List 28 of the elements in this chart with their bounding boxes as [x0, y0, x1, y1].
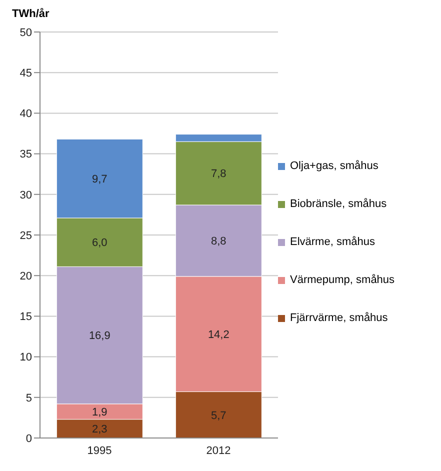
- y-tick-label: 10: [20, 352, 32, 364]
- data-label: 2,3: [92, 424, 108, 436]
- y-tick-label: 50: [20, 26, 32, 39]
- data-label: 5,7: [211, 410, 226, 422]
- y-tick-label: 35: [20, 148, 32, 161]
- legend-label: Biobränsle, småhus: [290, 198, 387, 210]
- legend-label: Värmepump, småhus: [290, 274, 395, 286]
- legend-label: Fjärrvärme, småhus: [290, 312, 388, 324]
- y-tick-label: 20: [20, 270, 32, 283]
- y-tick-label: 25: [20, 230, 32, 242]
- data-label: 9,7: [92, 173, 108, 186]
- data-label: 7,8: [211, 168, 226, 180]
- y-tick-label: 30: [20, 189, 32, 202]
- legend-label: Elvärme, småhus: [290, 236, 375, 248]
- y-tick-label: 5: [26, 392, 32, 404]
- data-label: 6,0: [92, 237, 108, 250]
- legend-label: Olja+gas, småhus: [290, 160, 378, 172]
- y-axis-title: TWh/år: [11, 8, 50, 22]
- data-label: 1,9: [92, 406, 108, 419]
- data-label: 8,8: [211, 236, 226, 248]
- x-tick-label: 1995: [87, 444, 112, 457]
- y-tick-label: 0: [26, 432, 32, 445]
- y-tick-label: 40: [20, 108, 32, 120]
- y-tick-label: 45: [20, 68, 32, 80]
- y-tick-label: 15: [20, 311, 32, 324]
- x-tick-label: 2012: [206, 444, 231, 457]
- data-label: 14,2: [208, 328, 230, 341]
- data-label: 16,9: [88, 330, 110, 342]
